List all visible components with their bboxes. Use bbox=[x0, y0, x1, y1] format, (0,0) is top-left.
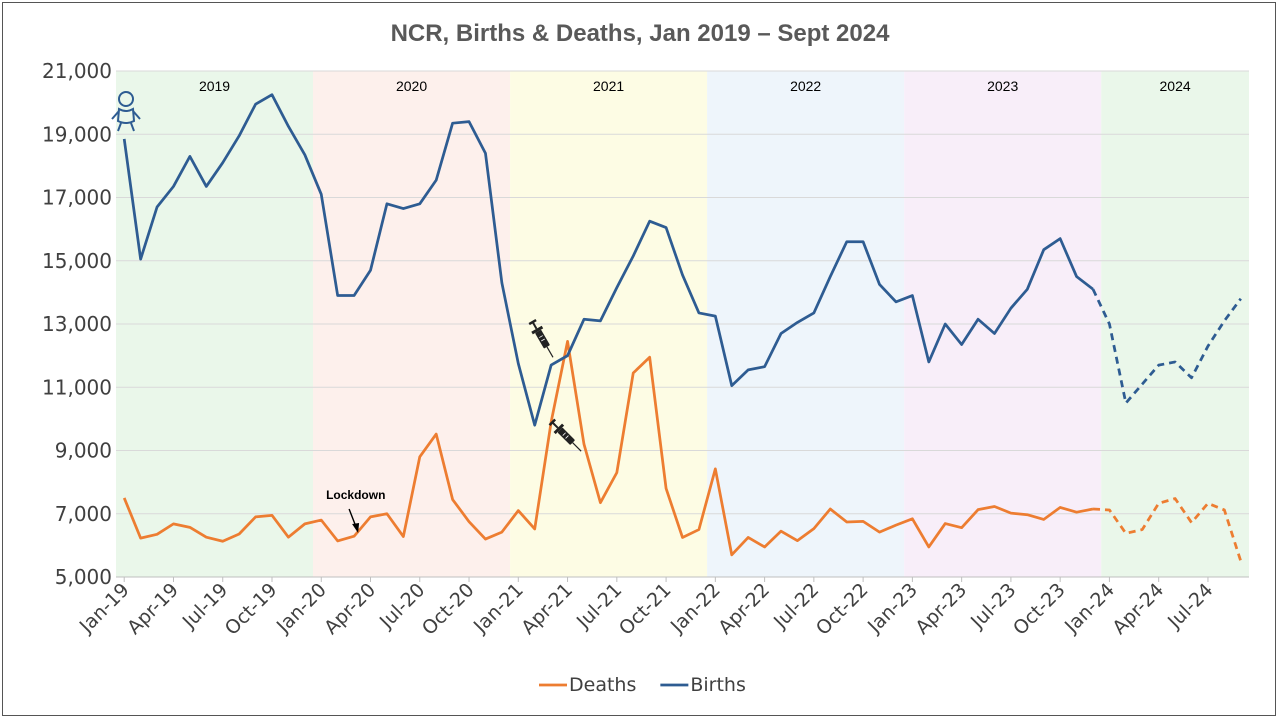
deaths-line-projected bbox=[1092, 497, 1243, 562]
series-lines bbox=[122, 93, 1243, 562]
syringe-flange bbox=[553, 423, 565, 435]
syringe-mark bbox=[565, 435, 569, 439]
x-tick-label: Oct-21 bbox=[615, 579, 676, 640]
syringe-plunger bbox=[552, 422, 559, 429]
syringe-flange bbox=[531, 325, 544, 335]
x-tick-label: Apr-24 bbox=[1108, 579, 1168, 639]
x-tick-label: Jan-20 bbox=[272, 579, 331, 638]
syringe-icon bbox=[528, 318, 554, 358]
y-tick-label: 7,000 bbox=[55, 502, 112, 526]
y-tick-label: 19,000 bbox=[42, 122, 112, 146]
y-tick-label: 13,000 bbox=[42, 312, 112, 336]
syringe-mark bbox=[541, 338, 545, 342]
legend-label: Births bbox=[690, 674, 746, 696]
births-line-projected bbox=[1091, 288, 1242, 405]
x-tick-label: Jan-23 bbox=[863, 579, 922, 638]
x-tick-label: Jul-24 bbox=[1163, 579, 1217, 633]
births-line bbox=[122, 93, 1094, 427]
syringe-needle bbox=[572, 442, 582, 452]
y-tick-label: 9,000 bbox=[55, 439, 112, 463]
x-axis: Jan-19Apr-19Jul-19Oct-19Jan-20Apr-20Jul-… bbox=[75, 577, 1217, 640]
x-tick-label: Apr-19 bbox=[123, 579, 183, 639]
x-tick-label: Apr-22 bbox=[714, 579, 774, 639]
x-tick-label: Apr-23 bbox=[911, 579, 971, 639]
x-tick-label: Oct-20 bbox=[418, 579, 479, 640]
y-axis: 5,000 7,000 9,000 11,000 13,000 15,000 17,000 1… bbox=[42, 59, 112, 589]
syringe-plunger-cap bbox=[528, 318, 537, 326]
x-tick-label: Apr-21 bbox=[517, 579, 577, 639]
y-tick-label: 21,000 bbox=[42, 59, 112, 83]
x-tick-label: Oct-19 bbox=[221, 579, 282, 640]
deaths-line bbox=[122, 340, 1094, 557]
baby-icon bbox=[111, 91, 141, 132]
y-tick-label: 17,000 bbox=[42, 186, 112, 210]
syringe-plunger-cap bbox=[548, 418, 557, 427]
year-band-label: 2024 bbox=[1160, 78, 1191, 94]
baby-legs bbox=[117, 122, 135, 132]
annotations: Lockdown bbox=[111, 91, 582, 533]
year-band-label: 2023 bbox=[987, 78, 1018, 94]
legend: Deaths Births bbox=[539, 674, 746, 696]
syringe-plunger bbox=[532, 322, 538, 330]
legend-label: Deaths bbox=[569, 674, 636, 696]
year-band-label: 2019 bbox=[199, 78, 230, 94]
syringe-icon bbox=[548, 418, 582, 452]
year-band-label: 2020 bbox=[396, 78, 427, 94]
baby-body bbox=[116, 107, 136, 124]
year-band-label: 2021 bbox=[593, 78, 624, 94]
x-tick-label: Jan-22 bbox=[666, 579, 725, 638]
syringe-barrel bbox=[557, 427, 575, 445]
baby-head bbox=[118, 91, 134, 107]
syringe-mark bbox=[539, 335, 543, 338]
y-tick-label: 11,000 bbox=[42, 375, 112, 399]
x-tick-label: Oct-23 bbox=[1009, 579, 1070, 640]
lockdown-label: Lockdown bbox=[326, 488, 385, 502]
x-tick-label: Jan-21 bbox=[469, 579, 528, 638]
baby-arms bbox=[111, 110, 141, 120]
syringe-needle bbox=[546, 346, 554, 358]
syringe-mark bbox=[562, 432, 566, 436]
chart: NCR, Births & Deaths, Jan 2019 – Sept 20… bbox=[42, 20, 1249, 696]
lockdown-arrowhead bbox=[352, 523, 360, 533]
y-tick-label: 15,000 bbox=[42, 249, 112, 273]
chart-title: NCR, Births & Deaths, Jan 2019 – Sept 20… bbox=[391, 20, 891, 47]
x-tick-label: Apr-20 bbox=[320, 579, 380, 639]
y-tick-label: 5,000 bbox=[55, 565, 112, 589]
x-tick-label: Jan-24 bbox=[1060, 579, 1119, 638]
x-tick-label: Oct-22 bbox=[812, 579, 873, 640]
year-band-label: 2022 bbox=[790, 78, 821, 94]
syringe-barrel bbox=[535, 329, 550, 349]
